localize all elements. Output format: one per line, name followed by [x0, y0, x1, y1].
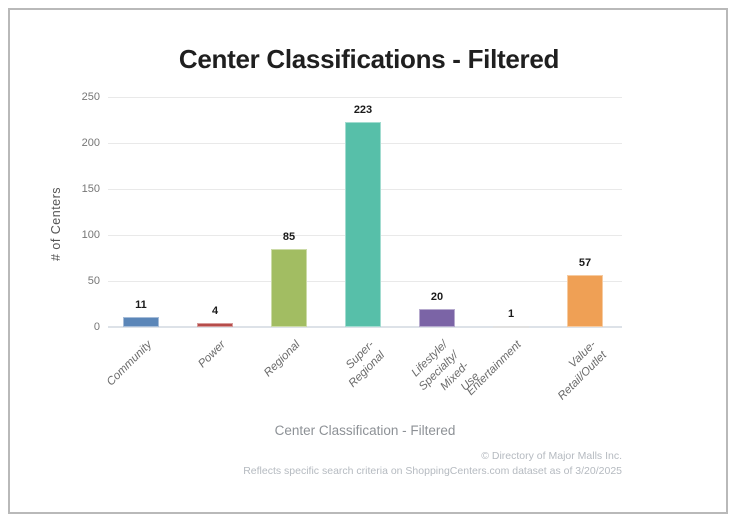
bar-value-label: 20 — [430, 291, 444, 303]
bar-value-label: 4 — [211, 305, 219, 317]
bar — [419, 309, 455, 327]
y-tick-label: 250 — [81, 90, 100, 103]
chart-footer: © Directory of Major Malls Inc. Reflects… — [243, 449, 622, 479]
y-tick-label: 200 — [81, 136, 100, 149]
bar-value-label: 85 — [282, 231, 296, 243]
y-tick-label: 100 — [81, 228, 100, 241]
y-tick-label: 0 — [93, 320, 100, 333]
x-tick-label: Lifestyle/ Specialty/ Mixed-Use — [409, 338, 482, 394]
x-tick-label: Super-Regional — [343, 338, 387, 390]
bar — [345, 122, 381, 327]
bar-value-label: 223 — [353, 104, 373, 116]
x-tick-label: Power — [196, 338, 229, 371]
footer-copyright: © Directory of Major Malls Inc. — [481, 450, 622, 462]
bar-value-label: 57 — [578, 257, 592, 269]
bar — [197, 323, 233, 327]
gridline — [108, 96, 622, 98]
x-tick-label: Value-Retail/Outlet — [555, 338, 609, 403]
y-tick-label: 50 — [87, 274, 100, 287]
bar-value-label: 1 — [507, 308, 515, 320]
x-tick-label: Regional — [261, 338, 303, 380]
chart-title: Center Classifications - Filtered — [178, 44, 560, 74]
bar — [567, 275, 603, 327]
x-tick-label: Entertainment — [465, 338, 525, 398]
bar — [123, 317, 159, 327]
y-tick-label: 150 — [81, 182, 100, 195]
bar — [493, 326, 529, 328]
bar-value-label: 11 — [135, 299, 147, 311]
x-axis-baseline — [108, 326, 622, 328]
y-axis-title: # of Centers — [49, 186, 63, 262]
x-tick-label: Community — [104, 338, 155, 389]
footer-disclaimer: Reflects specific search criteria on Sho… — [243, 465, 622, 478]
x-axis-title: Center Classification - Filtered — [274, 423, 456, 438]
bar — [271, 249, 307, 327]
